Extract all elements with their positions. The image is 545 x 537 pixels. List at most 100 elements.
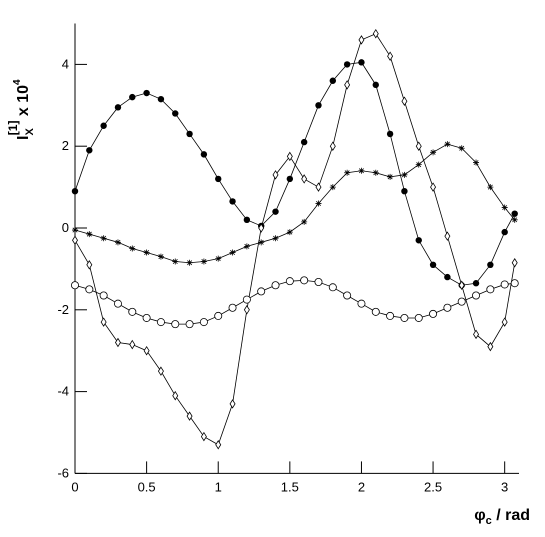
point [200,431,207,442]
series-line [74,143,516,264]
point [242,295,251,304]
x-tick-label: 2.5 [424,479,442,494]
point [315,102,322,109]
y-axis-label: IX [1] x 104 [6,79,36,140]
point [243,216,251,224]
point [511,210,518,217]
point [171,320,180,329]
point [473,329,480,340]
point [386,130,394,138]
point [86,260,93,270]
point [72,227,78,234]
point [128,307,137,316]
point [229,249,236,256]
point [86,231,93,238]
point [214,311,223,320]
point [99,291,108,300]
point [415,237,422,244]
point [487,261,494,269]
point [510,279,519,288]
y-label-sub: X [24,128,36,136]
y-label-mult: x 10 [15,85,32,121]
point [272,208,279,215]
point [372,169,379,176]
x-tick-label: 1 [215,479,222,494]
point [315,182,322,192]
point [328,283,337,292]
point [100,317,107,327]
point [386,311,395,320]
point [401,96,408,106]
series-line [74,33,516,446]
point [444,231,451,241]
point [172,258,179,265]
point [113,299,122,308]
point [258,223,265,233]
x-label-sub: c [486,515,492,527]
point [186,411,193,421]
x-label-rest: / rad [492,507,530,524]
point [172,110,179,117]
point [430,149,437,156]
point [415,161,422,168]
point [458,145,465,152]
point [314,277,323,286]
point [258,239,265,246]
point [301,174,308,184]
point [357,299,366,308]
point [199,318,208,327]
point [286,175,294,183]
point [343,291,352,300]
point [71,281,80,290]
point [72,235,78,246]
point [156,318,165,327]
point [185,320,194,329]
point [243,243,250,250]
x-tick-label: 3 [501,479,508,494]
point [344,169,351,176]
x-label-base: φ [474,507,485,524]
point [85,285,94,294]
point [300,138,308,146]
series-line [74,279,515,325]
point [285,277,294,286]
point [511,216,518,223]
point [457,297,466,306]
point [114,104,122,111]
point [229,399,236,409]
point [143,345,150,356]
point [200,258,207,265]
x-tick-label: 2 [358,479,365,494]
point [228,303,237,312]
point [114,337,121,348]
y-tick-label: -4 [57,384,69,399]
point [186,259,193,266]
point [429,309,438,318]
point [229,198,236,205]
point [473,159,480,166]
point [272,235,279,242]
point [286,229,293,236]
point [487,184,494,191]
point [215,255,222,262]
point [114,239,121,246]
point [400,313,409,322]
point [200,151,208,158]
point [300,276,309,285]
point [372,28,379,39]
point [315,200,322,207]
point [129,93,136,101]
series-line [74,61,516,286]
point [358,59,365,66]
point [157,95,165,103]
point [430,182,437,192]
point [329,184,336,191]
x-axis-label: φc / rad [474,507,530,527]
point [71,187,79,195]
point [401,171,408,178]
point [458,280,465,291]
point [329,141,336,151]
point [157,366,164,376]
point [358,35,365,45]
point [129,339,136,350]
